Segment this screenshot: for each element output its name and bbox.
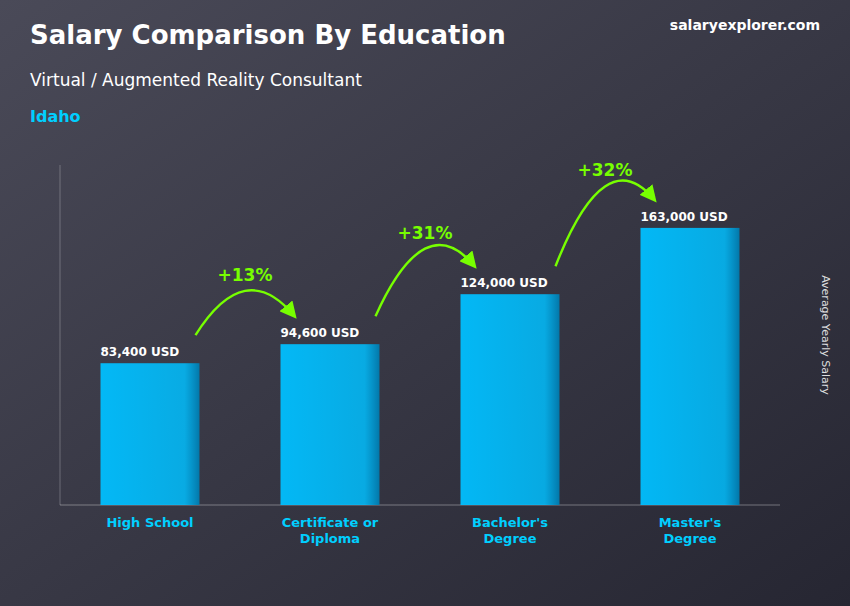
x-tick-label: High School [106, 515, 193, 530]
bars [101, 228, 740, 505]
pct-change-label: +13% [218, 265, 273, 285]
change-arrow [556, 181, 655, 267]
subtitle: Virtual / Augmented Reality Consultant [30, 70, 362, 90]
change-arrow [376, 245, 475, 316]
pct-change-label: +32% [578, 160, 633, 180]
chart-container: 83,400 USD 94,600 USD 124,000 USD 163,000 U… [0, 0, 850, 606]
x-tick-label: Bachelor'sDegree [472, 515, 548, 546]
data-label: 124,000 USD [461, 276, 548, 290]
x-tick-label: Certificate orDiploma [282, 515, 379, 546]
x-tick-label-line: Master's [659, 515, 722, 530]
data-label: 163,000 USD [641, 210, 728, 224]
bar [461, 294, 560, 505]
pct-change-label: +31% [398, 223, 453, 243]
bar [281, 344, 380, 505]
x-tick-label-line: Certificate or [282, 515, 379, 530]
x-tick-label-line: Diploma [300, 531, 360, 546]
chart-svg: 83,400 USD 94,600 USD 124,000 USD 163,000 U… [0, 0, 850, 606]
x-tick-label-line: Degree [664, 531, 717, 546]
location: Idaho [30, 107, 81, 126]
y-axis-label: Average Yearly Salary [819, 275, 832, 395]
x-tick-label: Master'sDegree [659, 515, 722, 546]
background [0, 0, 850, 606]
x-tick-label-line: Bachelor's [472, 515, 548, 530]
change-arrow [196, 290, 295, 335]
data-label: 94,600 USD [281, 326, 360, 340]
data-label: 83,400 USD [101, 345, 180, 359]
bar [101, 363, 200, 505]
y-axis-line [60, 165, 61, 505]
x-tick-label-line: High School [106, 515, 193, 530]
title: Salary Comparison By Education [30, 20, 506, 50]
x-tick-label-line: Degree [484, 531, 537, 546]
brand: salaryexplorer.com [670, 17, 820, 33]
bar [641, 228, 740, 505]
